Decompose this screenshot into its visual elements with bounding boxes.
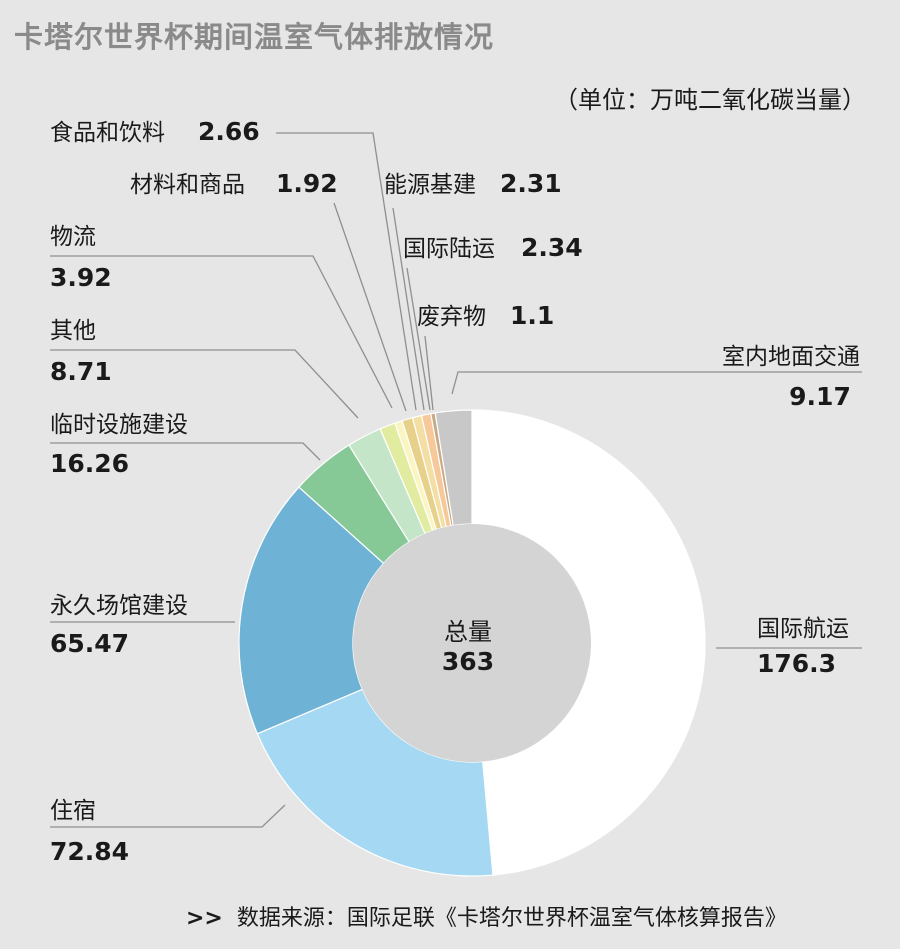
- segment-label-10: 废弃物: [417, 304, 486, 330]
- leader-line-10: [424, 335, 434, 411]
- segment-label-9: 国际陆运: [403, 236, 495, 262]
- segment-label-6: 材料和商品: [130, 172, 245, 198]
- leader-line-1: [50, 804, 286, 828]
- segment-label-7: 食品和饮料: [50, 120, 165, 146]
- segment-value-8: 2.31: [500, 169, 562, 198]
- leader-line-11: [451, 371, 862, 395]
- segment-value-10: 1.1: [510, 301, 554, 330]
- segment-value-4: 8.71: [50, 357, 112, 386]
- segment-value-11: 9.17: [789, 382, 851, 411]
- segment-label-5: 物流: [50, 224, 96, 250]
- center-label: 总量: [444, 618, 492, 646]
- leader-line-5: [50, 255, 393, 409]
- donut-hole: [353, 524, 591, 762]
- leader-lines: [50, 132, 862, 828]
- data-source: >> 数据来源：国际足联《卡塔尔世界杯温室气体核算报告》: [186, 900, 787, 932]
- segment-label-8: 能源基建: [384, 172, 476, 198]
- leader-line-9: [406, 267, 431, 411]
- segment-label-1: 住宿: [50, 798, 96, 824]
- segment-label-0: 国际航运: [757, 616, 849, 642]
- segment-value-6: 1.92: [276, 169, 338, 198]
- segment-labels: 国际航运 176.3 住宿 72.84 永久场馆建设 65.47 临时设施建设 16.26 其他…: [50, 117, 860, 866]
- segment-2: [238, 486, 385, 735]
- segment-value-7: 2.66: [198, 117, 260, 146]
- leader-line-7: [276, 132, 417, 411]
- leader-line-4: [50, 349, 359, 419]
- segment-value-1: 72.84: [50, 837, 129, 866]
- leader-line-3: [50, 442, 321, 461]
- chart-title: 卡塔尔世界杯期间温室气体排放情况: [14, 20, 495, 54]
- segment-value-5: 3.92: [50, 263, 112, 292]
- center-value: 363: [442, 647, 494, 676]
- leader-line-6: [333, 202, 407, 412]
- leader-line-8: [392, 207, 425, 411]
- segment-value-2: 65.47: [50, 629, 129, 658]
- source-arrows: >>: [186, 906, 223, 931]
- segment-label-4: 其他: [50, 318, 96, 344]
- segment-value-9: 2.34: [521, 233, 583, 262]
- segment-label-11: 室内地面交通: [722, 344, 860, 370]
- segment-value-0: 176.3: [757, 649, 836, 678]
- unit-label: （单位：万吨二氧化碳当量）: [554, 86, 866, 114]
- segment-label-3: 临时设施建设: [50, 412, 188, 438]
- source-text: 数据来源：国际足联《卡塔尔世界杯温室气体核算报告》: [236, 906, 787, 931]
- segment-value-3: 16.26: [50, 449, 129, 478]
- segment-label-2: 永久场馆建设: [50, 593, 188, 619]
